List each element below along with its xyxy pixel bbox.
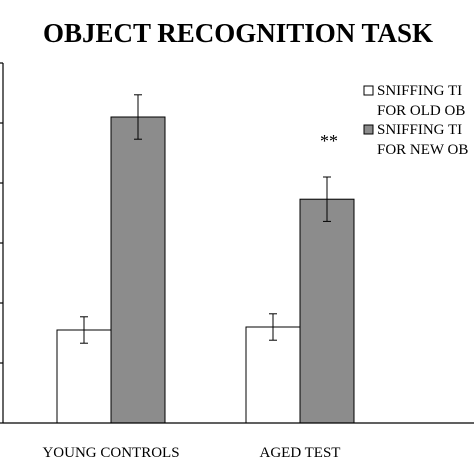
legend-swatch-old [363, 85, 374, 96]
legend-label: FOR NEW OB [377, 142, 468, 158]
bar-old-1 [245, 326, 301, 424]
plot-area: YOUNG CONTROLS AGED TEST ** [0, 62, 474, 461]
significance-annotation: ** [320, 131, 338, 151]
x-tick-label: AGED TEST [260, 445, 341, 461]
chart-title: OBJECT RECOGNITION TASK [43, 18, 433, 48]
bar-old-0 [56, 329, 112, 424]
legend-label: SNIFFING TI [377, 122, 462, 138]
legend-swatch-new [363, 124, 374, 135]
legend: SNIFFING TI FOR OLD OB SNIFFING TI FOR NEW … [363, 83, 468, 158]
x-tick-label: YOUNG CONTROLS [42, 445, 179, 461]
legend-label: SNIFFING TI [377, 83, 462, 99]
legend-label: FOR OLD OB [377, 103, 465, 119]
bar-new-1 [299, 198, 355, 424]
bar-new-0 [110, 116, 166, 424]
